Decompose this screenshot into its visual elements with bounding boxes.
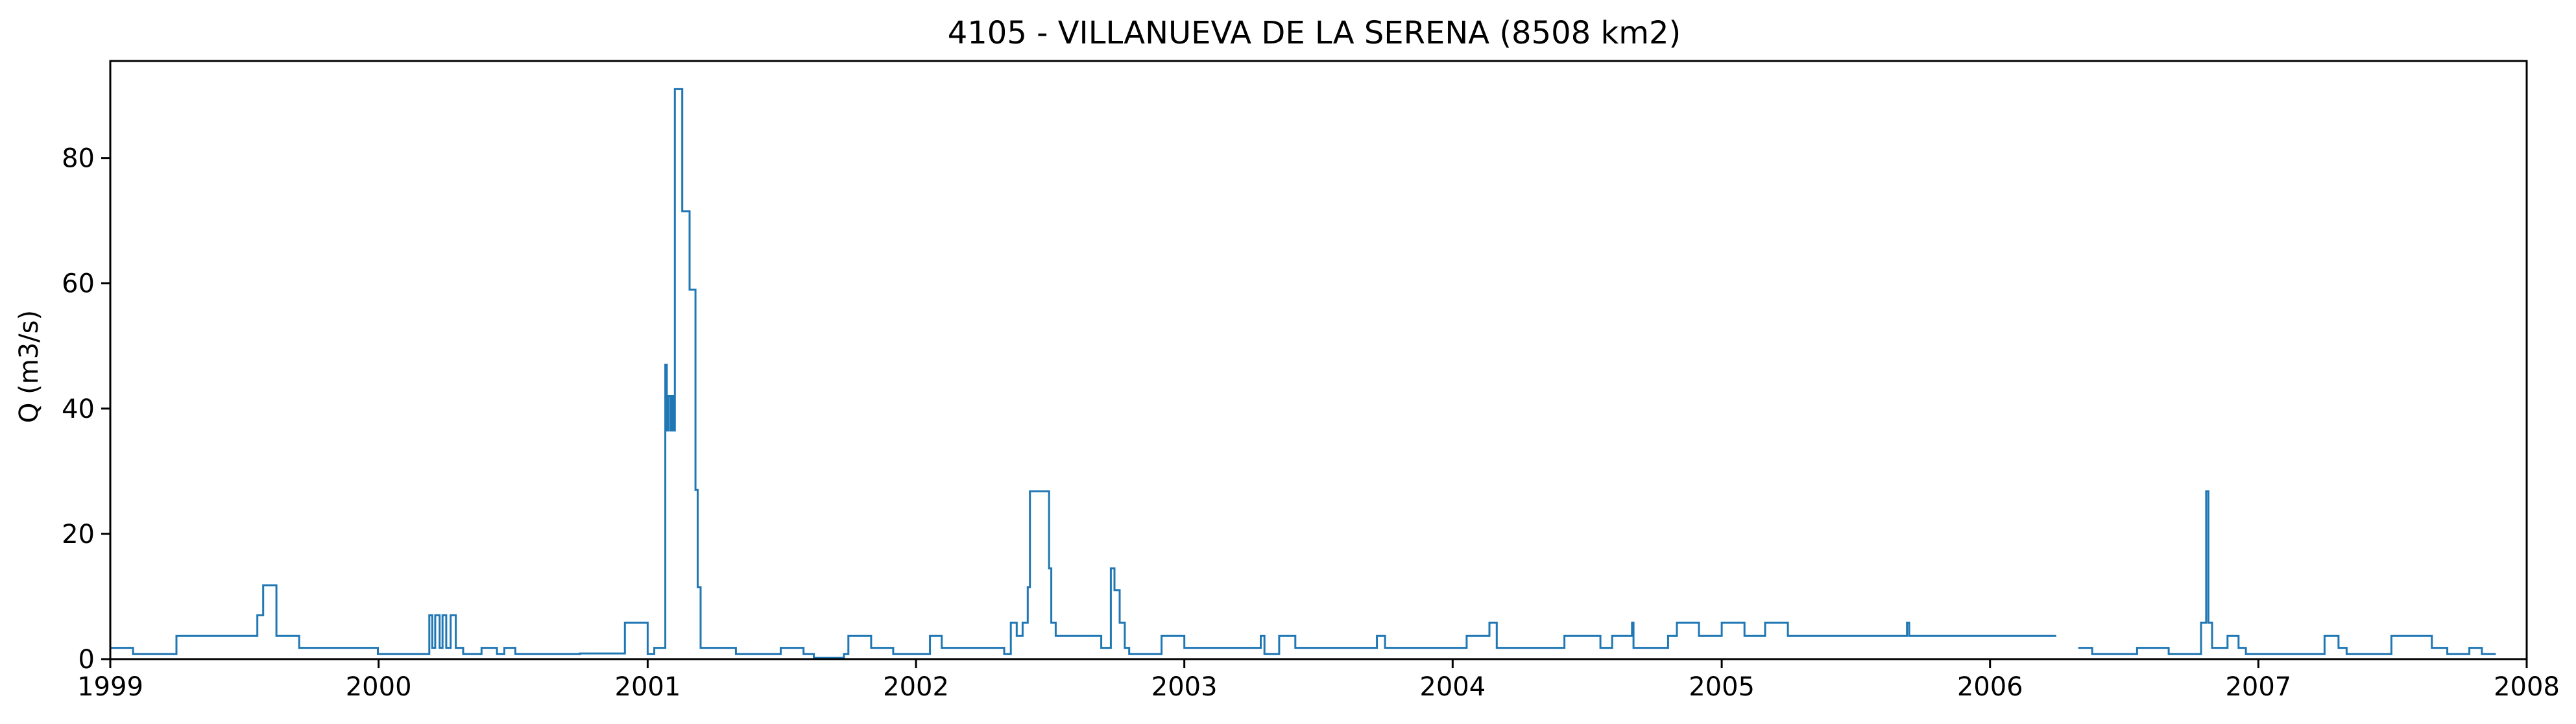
x-tick-label: 2000 — [346, 672, 412, 702]
plot-frame — [109, 60, 2528, 660]
x-tick-label: 2006 — [1957, 672, 2023, 702]
y-axis: 0 20 40 60 80 — [62, 144, 110, 675]
series-line-segment-1 — [110, 88, 2056, 659]
y-tick-label: 80 — [62, 144, 95, 174]
x-tick-label: 1999 — [77, 672, 143, 702]
y-tick-label: 60 — [62, 269, 95, 299]
x-tick-label: 2003 — [1151, 672, 1218, 702]
x-tick-label: 2005 — [1689, 672, 1755, 702]
x-tick-label: 2002 — [883, 672, 949, 702]
y-axis-label: Q (m3/s) — [14, 310, 44, 423]
series-line-segment-2 — [2078, 490, 2496, 655]
chart-title: 4105 - VILLANUEVA DE LA SERENA (8508 km2… — [948, 15, 1681, 51]
x-tick-label: 2008 — [2494, 672, 2560, 702]
x-axis: 1999 2000 2001 2002 2003 2004 2005 2006 2007 2008 — [77, 659, 2560, 702]
plot-area: 1999 2000 2001 2002 2003 2004 2005 2006 2007 2008… — [62, 60, 2560, 702]
x-tick-label: 2007 — [2225, 672, 2291, 702]
y-tick-label: 40 — [62, 394, 95, 424]
y-tick-label: 0 — [78, 645, 95, 675]
y-tick-label: 20 — [62, 520, 95, 549]
x-tick-label: 2001 — [615, 672, 681, 702]
x-tick-label: 2004 — [1419, 672, 1486, 702]
series-layer — [110, 88, 2496, 659]
